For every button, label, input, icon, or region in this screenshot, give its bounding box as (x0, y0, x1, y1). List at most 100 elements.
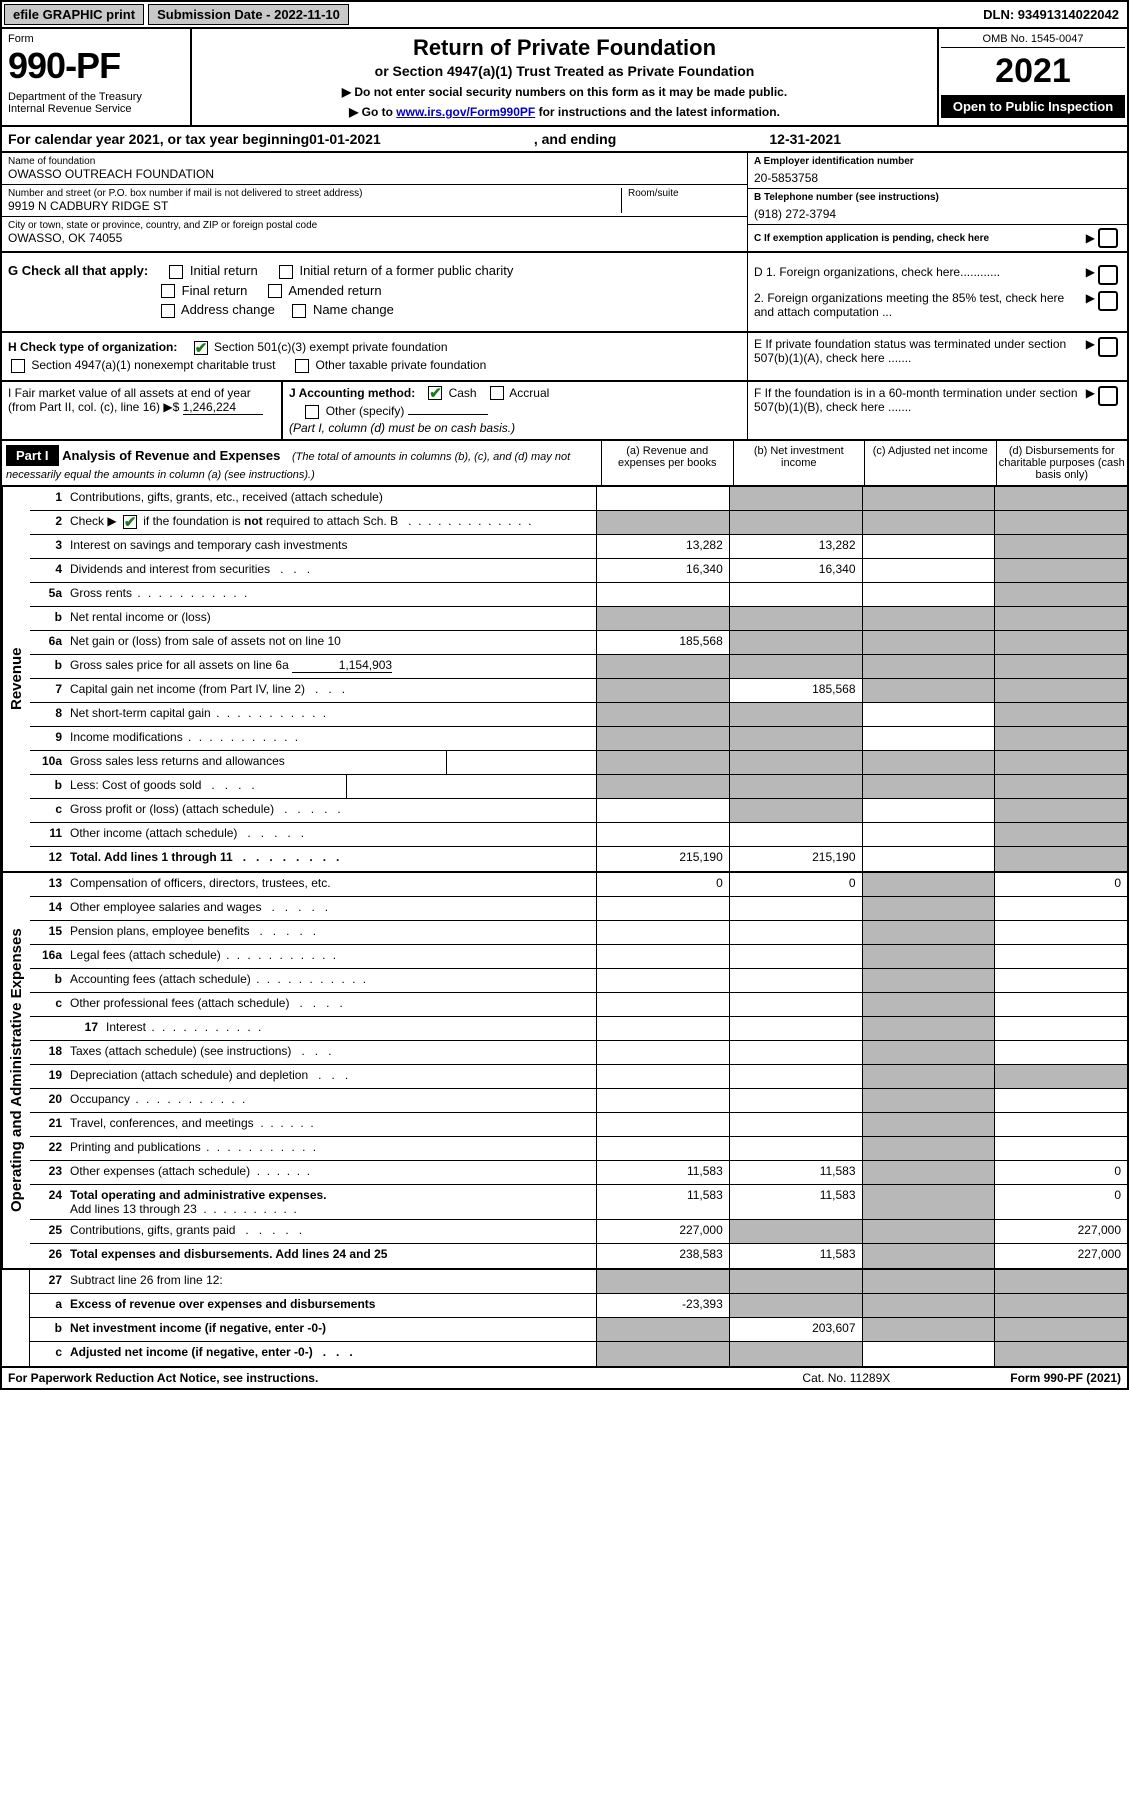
entity-block: Name of foundation OWASSO OUTREACH FOUND… (0, 153, 1129, 253)
row-7: 7Capital gain net income (from Part IV, … (30, 679, 1127, 703)
pending-checkbox[interactable] (1098, 228, 1118, 248)
row-4: 4Dividends and interest from securities … (30, 559, 1127, 583)
tax-year: 2021 (941, 48, 1125, 95)
e-checkbox[interactable] (1098, 337, 1118, 357)
h-section-row: H Check type of organization: Section 50… (0, 333, 1129, 382)
f-checkbox[interactable] (1098, 386, 1118, 406)
other-method-checkbox[interactable] (305, 405, 319, 419)
name-change-checkbox[interactable] (292, 304, 306, 318)
department-label: Department of the TreasuryInternal Reven… (8, 91, 184, 115)
row-27c: cAdjusted net income (if negative, enter… (30, 1342, 1127, 1366)
form-title: Return of Private Foundation (202, 35, 927, 61)
form-note-2: ▶ Go to www.irs.gov/Form990PF for instru… (202, 105, 927, 119)
part1-header: Part I Analysis of Revenue and Expenses … (0, 441, 1129, 487)
4947-checkbox[interactable] (11, 359, 25, 373)
row-6a: 6aNet gain or (loss) from sale of assets… (30, 631, 1127, 655)
row-22: 22Printing and publications (30, 1137, 1127, 1161)
row-13: 13Compensation of officers, directors, t… (30, 873, 1127, 897)
accrual-checkbox[interactable] (490, 386, 504, 400)
row-5b: bNet rental income or (loss) (30, 607, 1127, 631)
row-16c: cOther professional fees (attach schedul… (30, 993, 1127, 1017)
header-right: OMB No. 1545-0047 2021 Open to Public In… (937, 29, 1127, 125)
g-check-section: G Check all that apply: Initial return I… (0, 253, 1129, 333)
row-27b: bNet investment income (if negative, ent… (30, 1318, 1127, 1342)
omb-number: OMB No. 1545-0047 (941, 31, 1125, 48)
form-word: Form (8, 33, 184, 45)
row-5a: 5aGross rents (30, 583, 1127, 607)
address-cell: Number and street (or P.O. box number if… (2, 185, 747, 217)
year-end: 12-31-2021 (769, 131, 841, 147)
efile-button[interactable]: efile GRAPHIC print (4, 4, 144, 25)
row-2: 2Check ▶ if the foundation is not requir… (30, 511, 1127, 535)
row-10a: 10aGross sales less returns and allowanc… (30, 751, 1127, 775)
form-number: 990-PF (8, 45, 184, 87)
calendar-year-row: For calendar year 2021, or tax year begi… (0, 127, 1129, 153)
revenue-table: Revenue 1Contributions, gifts, grants, e… (0, 487, 1129, 873)
row-23: 23Other expenses (attach schedule) . . .… (30, 1161, 1127, 1185)
final-return-checkbox[interactable] (161, 284, 175, 298)
phone-value: (918) 272-3794 (754, 207, 1121, 221)
paperwork-notice: For Paperwork Reduction Act Notice, see … (8, 1371, 318, 1385)
row-3: 3Interest on savings and temporary cash … (30, 535, 1127, 559)
form-header: Form 990-PF Department of the TreasuryIn… (0, 29, 1129, 127)
name-cell: Name of foundation OWASSO OUTREACH FOUND… (2, 153, 747, 185)
top-bar: efile GRAPHIC print Submission Date - 20… (0, 0, 1129, 29)
row-16a: 16aLegal fees (attach schedule) (30, 945, 1127, 969)
row27-block: 27Subtract line 26 from line 12: aExcess… (0, 1270, 1129, 1368)
revenue-side-label: Revenue (2, 487, 30, 871)
address-change-checkbox[interactable] (161, 304, 175, 318)
other-taxable-checkbox[interactable] (295, 359, 309, 373)
row-6b: bGross sales price for all assets on lin… (30, 655, 1127, 679)
d1-checkbox[interactable] (1098, 265, 1118, 285)
header-left: Form 990-PF Department of the TreasuryIn… (2, 29, 192, 125)
header-middle: Return of Private Foundation or Section … (192, 29, 937, 125)
initial-return-checkbox[interactable] (169, 265, 183, 279)
footer-row: For Paperwork Reduction Act Notice, see … (0, 1368, 1129, 1390)
col-a-header: (a) Revenue and expenses per books (602, 441, 734, 485)
submission-date: Submission Date - 2022-11-10 (148, 4, 349, 25)
year-begin: 01-01-2021 (309, 131, 381, 147)
row-25: 25Contributions, gifts, grants paid . . … (30, 1220, 1127, 1244)
row-19: 19Depreciation (attach schedule) and dep… (30, 1065, 1127, 1089)
foundation-address: 9919 N CADBURY RIDGE ST (8, 199, 621, 213)
amended-return-checkbox[interactable] (268, 284, 282, 298)
row-8: 8Net short-term capital gain (30, 703, 1127, 727)
fmv-value: 1,246,224 (183, 400, 263, 415)
row-26: 26Total expenses and disbursements. Add … (30, 1244, 1127, 1268)
row-15: 15Pension plans, employee benefits . . .… (30, 921, 1127, 945)
row-27: 27Subtract line 26 from line 12: (30, 1270, 1127, 1294)
row-12: 12Total. Add lines 1 through 11 . . . . … (30, 847, 1127, 871)
ein-value: 20-5853758 (754, 171, 1121, 185)
entity-left: Name of foundation OWASSO OUTREACH FOUND… (2, 153, 747, 251)
entity-right: A Employer identification number 20-5853… (747, 153, 1127, 251)
d2-checkbox[interactable] (1098, 291, 1118, 311)
dln-label: DLN: 93491314022042 (975, 5, 1127, 24)
row-18: 18Taxes (attach schedule) (see instructi… (30, 1041, 1127, 1065)
city-cell: City or town, state or province, country… (2, 217, 747, 248)
col-b-header: (b) Net investment income (734, 441, 866, 485)
open-public-badge: Open to Public Inspection (941, 95, 1125, 118)
d-section: D 1. Foreign organizations, check here..… (747, 253, 1127, 331)
row-1: 1Contributions, gifts, grants, etc., rec… (30, 487, 1127, 511)
part1-label: Part I (6, 445, 59, 466)
501c3-checkbox[interactable] (194, 341, 208, 355)
form-note-1: ▶ Do not enter social security numbers o… (202, 85, 927, 99)
initial-former-checkbox[interactable] (279, 265, 293, 279)
cat-number: Cat. No. 11289X (802, 1371, 890, 1385)
foundation-name: OWASSO OUTREACH FOUNDATION (8, 167, 741, 181)
g-left: G Check all that apply: Initial return I… (2, 253, 747, 331)
cash-checkbox[interactable] (428, 386, 442, 400)
expenses-side-label: Operating and Administrative Expenses (2, 873, 30, 1268)
row-9: 9Income modifications (30, 727, 1127, 751)
row-11: 11Other income (attach schedule) . . . .… (30, 823, 1127, 847)
form-footer-label: Form 990-PF (2021) (1010, 1371, 1121, 1385)
row-14: 14Other employee salaries and wages . . … (30, 897, 1127, 921)
form-subtitle: or Section 4947(a)(1) Trust Treated as P… (202, 63, 927, 79)
irs-link[interactable]: www.irs.gov/Form990PF (396, 105, 535, 119)
row-21: 21Travel, conferences, and meetings . . … (30, 1113, 1127, 1137)
row-24: 24Total operating and administrative exp… (30, 1185, 1127, 1220)
col-d-header: (d) Disbursements for charitable purpose… (997, 441, 1128, 485)
schb-checkbox[interactable] (123, 515, 137, 529)
col-c-header: (c) Adjusted net income (865, 441, 997, 485)
row-20: 20Occupancy (30, 1089, 1127, 1113)
